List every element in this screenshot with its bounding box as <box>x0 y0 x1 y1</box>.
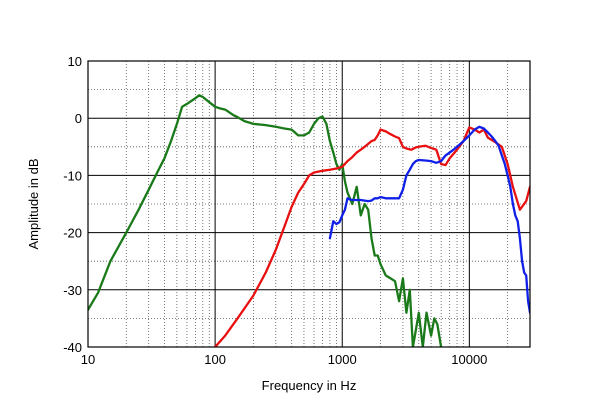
plot-frame <box>87 60 531 348</box>
y-tick-label: 0 <box>75 111 82 126</box>
y-tick-label: -30 <box>63 283 82 298</box>
y-tick-label: 10 <box>68 54 82 69</box>
x-tick-label: 1000 <box>328 352 357 367</box>
y-tick-labels: 10 0 -10 -20 -30 -40 <box>63 54 82 355</box>
y-tick-label: -40 <box>63 340 82 355</box>
x-tick-label: 10000 <box>451 352 487 367</box>
series-layer <box>88 94 530 347</box>
series-line-2 <box>213 126 530 347</box>
x-axis-label: Frequency in Hz <box>262 378 357 393</box>
series-line-3 <box>328 125 530 314</box>
y-tick-label: -20 <box>63 226 82 241</box>
x-tick-label: 10 <box>81 352 95 367</box>
y-axis-label: Amplitude in dB <box>26 158 41 249</box>
x-tick-labels: 10 100 1000 10000 <box>81 352 488 367</box>
series-line-1 <box>88 94 443 347</box>
y-tick-label: -10 <box>63 168 82 183</box>
x-tick-label: 100 <box>204 352 226 367</box>
plot-background <box>88 61 530 347</box>
